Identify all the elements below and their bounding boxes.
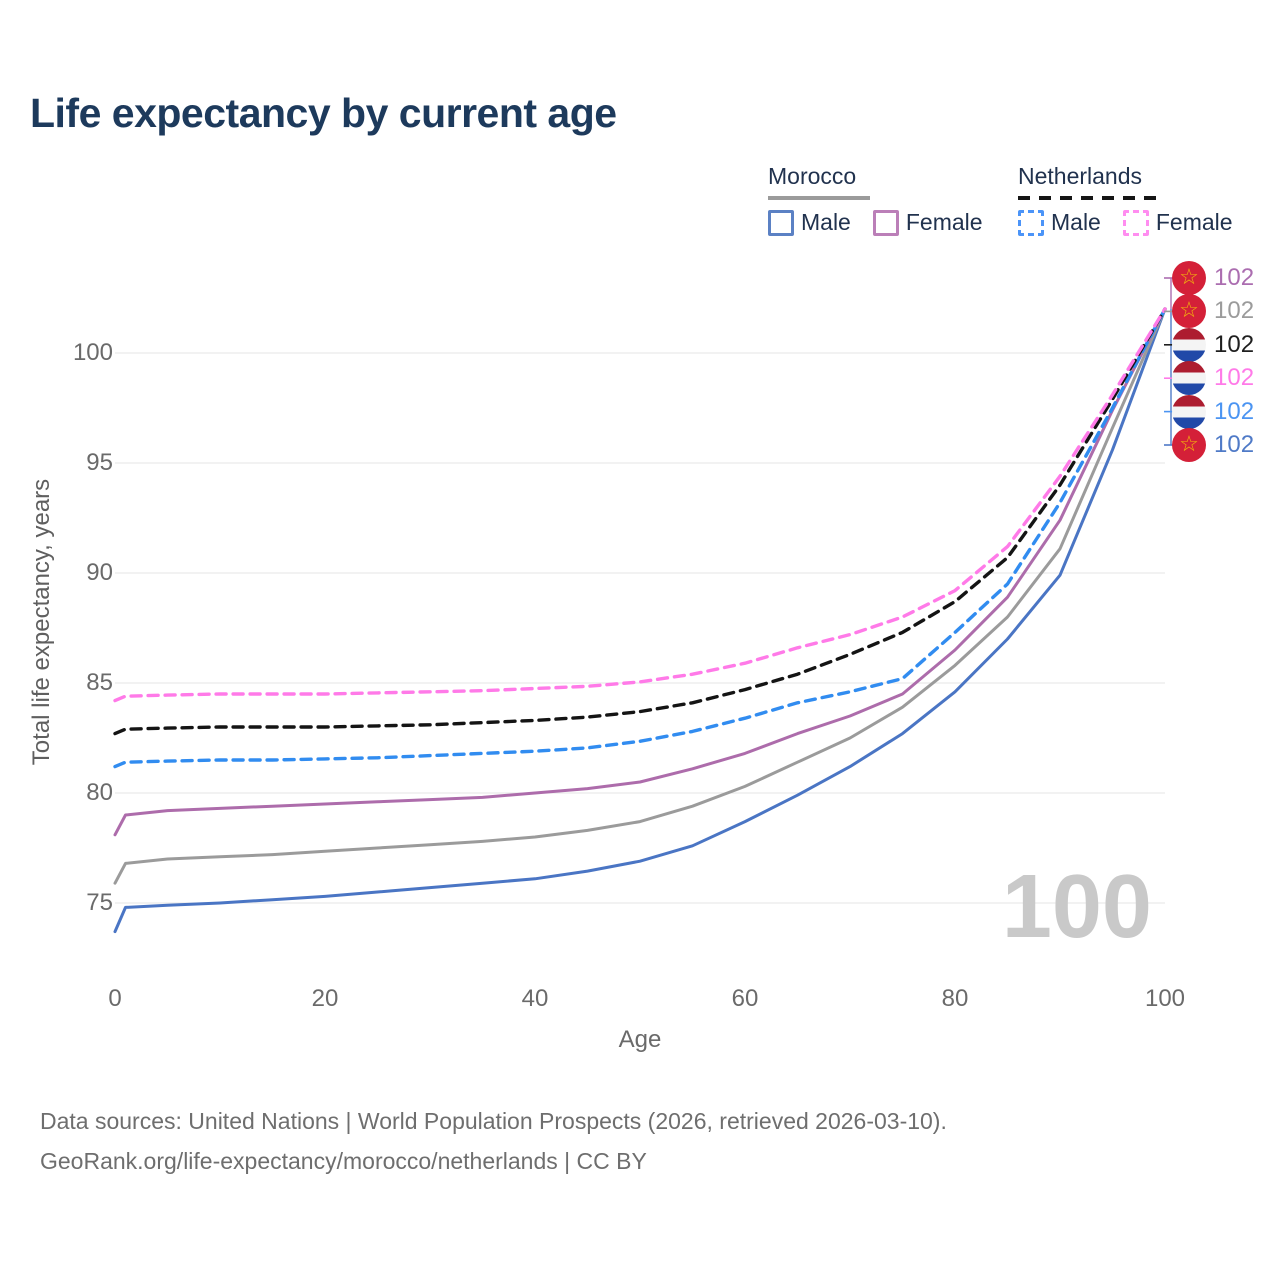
y-tick-label: 80 (86, 779, 113, 806)
netherlands-dashed-line-sample (1018, 196, 1163, 200)
footer-attribution: GeoRank.org/life-expectancy/morocco/neth… (40, 1148, 647, 1174)
morocco-flag-icon: ☆ (1172, 294, 1206, 329)
legend-group-morocco: Morocco Male Female (768, 163, 983, 236)
x-tick-label: 80 (941, 985, 969, 1012)
legend-label: Female (1155, 209, 1233, 235)
netherlands-flag-icon (1172, 361, 1206, 396)
series-line-morocco (113, 307, 1167, 885)
series-line-netherlands (113, 307, 1167, 736)
x-axis-title: Age (618, 1026, 662, 1053)
end-label-row: ☆ 102 (1172, 428, 1254, 462)
legend-header-morocco-label: Morocco (768, 163, 857, 189)
page-title: Life expectancy by current age (30, 90, 617, 136)
y-tick-label: 95 (86, 449, 113, 476)
series-line-morocco-male (113, 307, 1167, 934)
x-tick-label: 0 (108, 985, 122, 1012)
legend-label: Male (801, 209, 851, 235)
end-label-row: ☆ 102 (1172, 261, 1254, 295)
legend-item-netherlands-male[interactable]: Male (1018, 209, 1101, 236)
end-label-row: 102 (1172, 361, 1255, 396)
legend-header-netherlands[interactable]: Netherlands (1018, 163, 1233, 200)
y-tick-label: 90 (86, 559, 113, 586)
end-label-row: 102 (1172, 394, 1255, 429)
netherlands-flag-icon (1172, 327, 1206, 362)
series-line-netherlands-female (113, 307, 1167, 703)
end-label-row: 102 (1172, 327, 1255, 362)
end-value: 102 (1214, 364, 1255, 392)
end-value: 102 (1214, 397, 1255, 425)
x-tick-label: 20 (311, 985, 339, 1012)
end-label-row: ☆ 102 (1172, 294, 1255, 329)
star-icon: ☆ (1179, 297, 1199, 323)
legend-group-netherlands: Netherlands Male Female (1018, 163, 1233, 236)
series-line-netherlands-male (113, 307, 1167, 769)
star-icon: ☆ (1179, 431, 1199, 456)
y-tick-label: 100 (72, 339, 113, 366)
morocco-female-swatch (872, 209, 899, 236)
legend-header-netherlands-label: Netherlands (1018, 163, 1143, 189)
legend-item-netherlands-female[interactable]: Female (1122, 209, 1233, 236)
morocco-flag-icon: ☆ (1172, 428, 1206, 462)
netherlands-flag-icon (1172, 394, 1206, 429)
y-tick-label: 75 (86, 889, 113, 916)
x-tick-label: 60 (731, 985, 759, 1012)
legend-label: Female (905, 209, 983, 235)
footer-sources: Data sources: United Nations | World Pop… (40, 1108, 947, 1134)
morocco-solid-line-sample (768, 196, 870, 200)
star-icon: ☆ (1179, 264, 1199, 289)
end-value: 102 (1214, 330, 1255, 358)
morocco-male-swatch (768, 209, 794, 236)
end-value: 102 (1214, 264, 1255, 291)
legend-label: Male (1051, 209, 1101, 235)
series-line-morocco-female (113, 307, 1167, 837)
legend-item-morocco-female[interactable]: Female (872, 209, 983, 236)
y-tick-label: 85 (86, 669, 113, 696)
age-watermark: 100 (1001, 857, 1152, 957)
netherlands-female-swatch (1122, 209, 1149, 236)
end-value: 102 (1214, 297, 1255, 325)
netherlands-male-swatch (1018, 209, 1044, 236)
legend-item-morocco-male[interactable]: Male (768, 209, 851, 236)
x-tick-label: 100 (1144, 985, 1186, 1012)
legend-header-morocco[interactable]: Morocco (768, 163, 983, 200)
x-tick-label: 40 (521, 985, 549, 1012)
morocco-flag-icon: ☆ (1172, 261, 1206, 295)
end-value: 102 (1214, 431, 1255, 458)
